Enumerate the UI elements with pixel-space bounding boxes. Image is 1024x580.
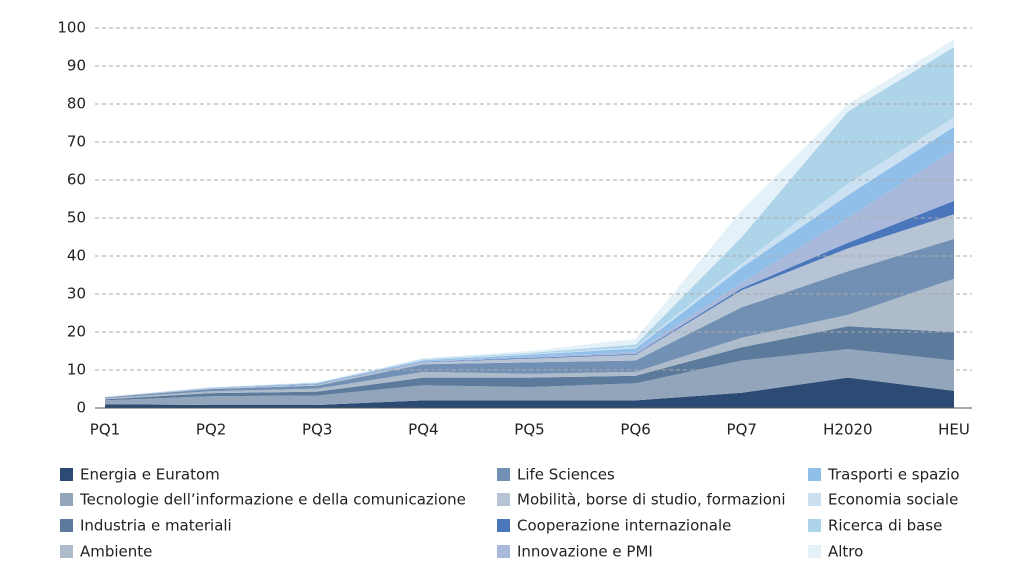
legend-label: Mobilità, borse di studio, formazioni [517,491,786,509]
y-tick-label: 60 [67,171,86,189]
x-tick-label: PQ5 [514,421,544,439]
legend-swatch [60,519,73,532]
y-tick-label: 50 [67,209,86,227]
y-tick-label: 70 [67,133,86,151]
y-tick-label: 40 [67,247,86,265]
legend-label: Tecnologie dell’informazione e della com… [79,491,466,509]
area [105,238,954,399]
x-tick-label: PQ4 [408,421,438,439]
area [105,278,954,400]
legend-swatch [497,545,510,558]
x-tick-label: PQ3 [302,421,332,439]
y-tick-label: 80 [67,95,86,113]
legend-swatch [808,468,821,481]
legend-label: Industria e materiali [80,517,232,535]
area [105,214,954,398]
legend-label: Cooperazione internazionale [517,517,731,535]
x-tick-label: PQ1 [90,421,120,439]
legend-label: Trasporti e spazio [827,466,960,484]
legend-label: Economia sociale [828,491,958,509]
legend-swatch [60,468,73,481]
legend-swatch [60,545,73,558]
legend-swatch [808,545,821,558]
legend-label: Altro [828,543,863,561]
x-tick-label: PQ2 [196,421,226,439]
legend-label: Ricerca di base [828,517,942,535]
y-tick-label: 30 [67,285,86,303]
legend-label: Innovazione e PMI [517,543,653,561]
legend-label: Life Sciences [517,466,615,484]
area [105,349,954,405]
y-tick-label: 20 [67,323,86,341]
x-tick-label: PQ6 [620,421,650,439]
area [105,47,954,397]
area [105,326,954,401]
legend-label: Energia e Euratom [80,466,220,484]
y-tick-label: 100 [57,19,86,37]
legend-swatch [60,493,73,506]
x-tick-label: PQ7 [727,421,757,439]
legend-swatch [808,519,821,532]
y-tick-label: 0 [76,399,86,417]
legend-swatch [497,493,510,506]
legend-swatch [497,468,510,481]
legend-swatch [497,519,510,532]
x-tick-label: H2020 [823,421,872,439]
area [105,377,954,408]
y-tick-label: 90 [67,57,86,75]
legend-swatch [808,493,821,506]
legend-label: Ambiente [80,543,152,561]
y-tick-label: 10 [67,361,86,379]
x-tick-label: HEU [938,421,970,439]
